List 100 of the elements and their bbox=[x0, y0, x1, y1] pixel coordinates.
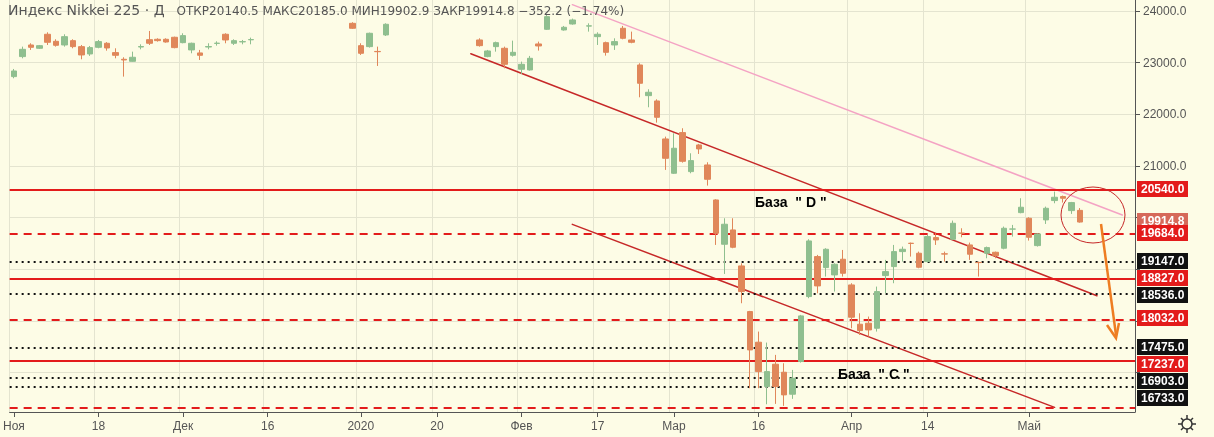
candlestick bbox=[874, 286, 880, 333]
candlestick bbox=[1043, 206, 1049, 225]
ref-line-label: 18536.0 bbox=[1137, 286, 1189, 303]
ref-line-label: 17237.0 bbox=[1137, 356, 1189, 373]
candlestick bbox=[535, 41, 542, 52]
candlestick bbox=[121, 56, 127, 78]
candlestick bbox=[594, 31, 601, 46]
candlestick bbox=[848, 282, 855, 329]
candlestick bbox=[366, 32, 373, 49]
candlestick bbox=[713, 198, 719, 246]
candlestick bbox=[95, 39, 102, 49]
candlestick bbox=[138, 43, 144, 50]
x-tick-label: 16 bbox=[751, 419, 766, 433]
candlestick bbox=[1077, 207, 1083, 224]
candlestick bbox=[620, 25, 626, 40]
candlestick bbox=[679, 127, 686, 164]
candlestick bbox=[476, 37, 483, 48]
candlestick bbox=[772, 354, 779, 405]
candlestick bbox=[764, 342, 770, 405]
candlestick bbox=[840, 249, 846, 278]
candlestick bbox=[747, 310, 753, 389]
candlestick bbox=[78, 44, 85, 60]
x-tick-label: 14 bbox=[921, 419, 935, 433]
candlestick bbox=[61, 33, 68, 48]
candlestick bbox=[188, 42, 195, 54]
chart-subtitle: ОТКР20140.5 МАКС20185.0 МИН19902.9 ЗАКР19914.8 −352.2 (−1.74%) bbox=[176, 4, 625, 18]
legend-label: 16733.0 bbox=[1137, 390, 1189, 407]
candlestick bbox=[941, 251, 948, 263]
candlestick bbox=[180, 32, 186, 44]
ref-line-label: 20540.0 bbox=[1137, 180, 1189, 197]
candlestick bbox=[11, 68, 17, 79]
candlestick bbox=[518, 61, 525, 75]
ref-line-label: 18032.0 bbox=[1137, 310, 1189, 327]
candlestick bbox=[924, 234, 931, 264]
x-tick-label: 17 bbox=[591, 419, 605, 433]
candlestick bbox=[19, 46, 26, 59]
candlestick bbox=[569, 18, 576, 26]
candlestick bbox=[789, 369, 796, 400]
annotation: База " C " bbox=[838, 366, 910, 382]
candlestick bbox=[561, 25, 567, 32]
candlestick bbox=[374, 46, 381, 67]
candlestick bbox=[755, 331, 762, 389]
candlestick bbox=[214, 40, 220, 47]
y-tick-label: 23000.0 bbox=[1143, 55, 1187, 70]
candlestick bbox=[933, 232, 939, 246]
candlestick bbox=[1026, 216, 1032, 242]
candlestick bbox=[738, 262, 745, 304]
candlestick bbox=[967, 242, 973, 261]
candlestick bbox=[916, 251, 922, 269]
candlestick bbox=[53, 38, 59, 48]
candlestick bbox=[1001, 226, 1007, 250]
candlestick bbox=[671, 132, 677, 175]
ref-line-label: 16903.0 bbox=[1137, 373, 1189, 390]
candlestick bbox=[501, 46, 508, 69]
x-tick-label: 20 bbox=[430, 419, 444, 433]
candlestick bbox=[586, 22, 592, 33]
candlestick bbox=[857, 312, 863, 336]
candlestick bbox=[163, 37, 169, 44]
candlestick bbox=[603, 41, 609, 57]
x-tick-label: Мар bbox=[662, 419, 686, 433]
x-tick-label: 2020 bbox=[347, 419, 375, 433]
candlestick bbox=[908, 242, 914, 258]
candlestick bbox=[814, 254, 821, 294]
candlestick bbox=[349, 21, 356, 30]
candlestick bbox=[36, 44, 43, 50]
candlestick bbox=[950, 220, 956, 241]
y-tick-label: 24000.0 bbox=[1143, 3, 1187, 18]
ref-line-label: 19147.0 bbox=[1137, 252, 1189, 269]
candlestick bbox=[654, 98, 660, 124]
text: 19914.8 bbox=[1137, 213, 1189, 229]
candlestick bbox=[129, 51, 136, 63]
candlestick bbox=[358, 42, 364, 56]
x-tick-label: Май bbox=[1017, 419, 1041, 433]
candlestick bbox=[44, 31, 51, 46]
candlestick bbox=[984, 246, 990, 259]
candlestick bbox=[1018, 197, 1024, 214]
candlestick bbox=[865, 316, 872, 338]
x-tick-label: 18 bbox=[91, 419, 106, 433]
candlestick bbox=[197, 49, 203, 61]
x-tick-label: Ноя bbox=[2, 419, 25, 433]
x-tick-label: Фев bbox=[510, 419, 533, 433]
candlestick bbox=[721, 217, 728, 275]
x-tick-label: 16 bbox=[261, 419, 275, 433]
candlestick bbox=[1068, 201, 1075, 215]
candlestick bbox=[544, 14, 550, 31]
candlestick bbox=[730, 217, 736, 249]
candlestick bbox=[806, 238, 812, 299]
candlestick bbox=[611, 37, 618, 51]
candlestick bbox=[70, 38, 76, 49]
candlestick bbox=[248, 37, 254, 45]
candlestick bbox=[704, 161, 711, 187]
candlestick bbox=[383, 22, 389, 37]
candlestick bbox=[823, 247, 829, 278]
y-tick-label: 22000.0 bbox=[1143, 107, 1187, 122]
ref-line-label: 17475.0 bbox=[1137, 339, 1189, 356]
candlestick bbox=[171, 36, 178, 49]
candlestick bbox=[781, 362, 787, 407]
ref-line-label: 18827.0 bbox=[1137, 269, 1189, 286]
candlestick bbox=[231, 38, 237, 46]
candlestick bbox=[205, 42, 212, 50]
